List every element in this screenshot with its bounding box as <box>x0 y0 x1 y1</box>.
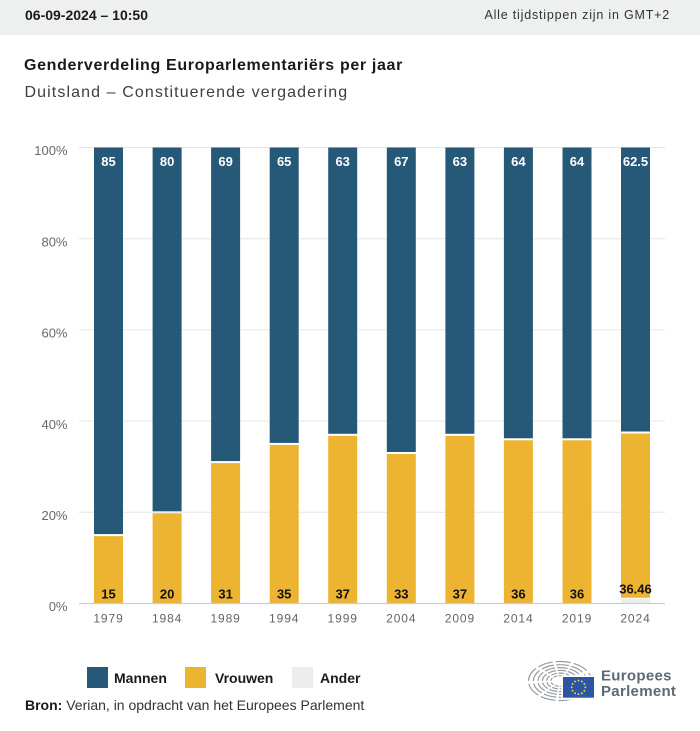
svg-text:20: 20 <box>160 586 174 601</box>
svg-text:1989: 1989 <box>210 612 240 626</box>
svg-text:65: 65 <box>277 154 291 169</box>
svg-text:36: 36 <box>570 586 584 601</box>
svg-text:64: 64 <box>570 154 585 169</box>
svg-text:1984: 1984 <box>152 612 182 626</box>
svg-text:63: 63 <box>453 154 467 169</box>
svg-text:20%: 20% <box>41 508 67 523</box>
svg-text:67: 67 <box>394 154 408 169</box>
svg-text:2019: 2019 <box>562 612 592 626</box>
svg-text:Parlement: Parlement <box>601 683 676 700</box>
svg-text:60%: 60% <box>41 326 67 341</box>
svg-text:69: 69 <box>218 154 232 169</box>
svg-text:2014: 2014 <box>503 612 533 626</box>
svg-text:Europees: Europees <box>601 668 672 685</box>
svg-text:36.46: 36.46 <box>619 582 652 597</box>
svg-text:37: 37 <box>335 586 349 601</box>
svg-text:35: 35 <box>277 586 291 601</box>
svg-text:1999: 1999 <box>328 612 358 626</box>
svg-text:63: 63 <box>335 154 349 169</box>
svg-text:80%: 80% <box>41 234 67 249</box>
svg-text:0%: 0% <box>49 599 68 614</box>
svg-text:2009: 2009 <box>445 612 475 626</box>
svg-text:31: 31 <box>218 586 232 601</box>
svg-text:37: 37 <box>453 586 467 601</box>
svg-text:2024: 2024 <box>620 612 650 626</box>
svg-text:100%: 100% <box>34 143 68 158</box>
svg-text:85: 85 <box>101 154 115 169</box>
svg-text:1994: 1994 <box>269 612 299 626</box>
svg-text:36: 36 <box>511 586 525 601</box>
svg-text:15: 15 <box>101 586 115 601</box>
svg-text:40%: 40% <box>41 417 67 432</box>
svg-text:2004: 2004 <box>386 612 416 626</box>
svg-text:80: 80 <box>160 154 174 169</box>
svg-text:62.5: 62.5 <box>623 154 648 169</box>
svg-text:64: 64 <box>511 154 526 169</box>
svg-text:1979: 1979 <box>93 612 123 626</box>
svg-text:33: 33 <box>394 586 408 601</box>
